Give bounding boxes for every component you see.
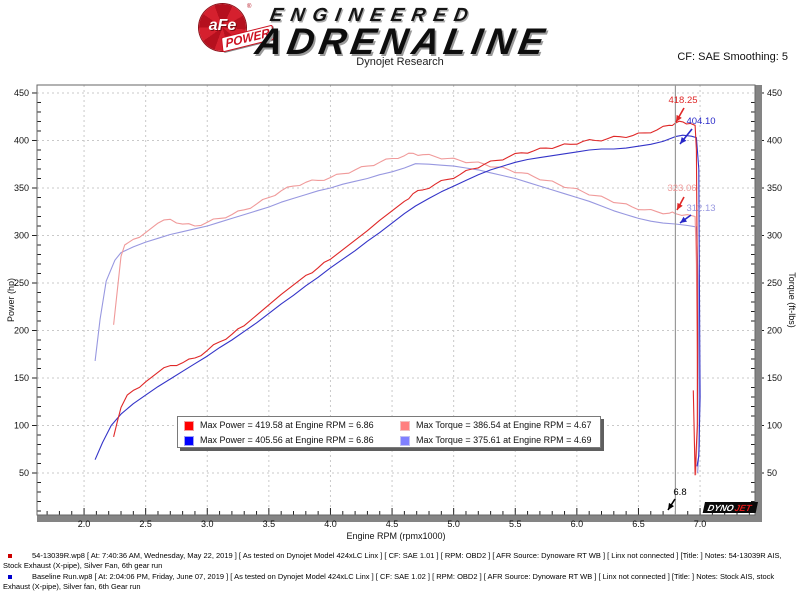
- svg-text:450: 450: [14, 88, 29, 98]
- legend-label: Max Torque = 386.54 at Engine RPM = 4.67: [416, 420, 592, 430]
- svg-text:350: 350: [767, 183, 782, 193]
- run-bullet-blue: [8, 575, 12, 579]
- callout-max-power-blue: 404.10: [679, 116, 716, 145]
- power-54-13039r-curve: [113, 120, 699, 476]
- svg-text:6.5: 6.5: [632, 519, 645, 529]
- run-description-line: Baseline Run.wp8 [ At: 2:04:06 PM, Frida…: [32, 572, 775, 581]
- legend-item-max-power-red: Max Power = 419.58 at Engine RPM = 6.86: [184, 418, 400, 433]
- chart-title: Dynojet Research: [356, 56, 444, 68]
- svg-text:4.5: 4.5: [386, 519, 399, 529]
- svg-text:350: 350: [14, 183, 29, 193]
- svg-text:150: 150: [14, 373, 29, 383]
- svg-text:7.0: 7.0: [694, 519, 707, 529]
- legend-swatch-blue: [184, 435, 194, 446]
- svg-text:400: 400: [14, 135, 29, 145]
- svg-text:400: 400: [767, 135, 782, 145]
- svg-text:200: 200: [767, 325, 782, 335]
- torque-baseline-curve: [94, 163, 700, 474]
- run-description-line: Stock Exhaust (X-pipe), Silver Fan, 6th …: [3, 561, 163, 570]
- run-bullet-red: [8, 554, 12, 558]
- run-entry-54-13039r: 54-13039R.wp8 [ At: 7:40:36 AM, Wednesda…: [0, 551, 798, 571]
- legend-item-max-torque-red: Max Torque = 386.54 at Engine RPM = 4.67: [400, 418, 600, 433]
- callout-cursor-rpm: 6.8: [667, 487, 687, 511]
- callout-max-power-red: 418.25: [668, 95, 698, 123]
- brand-header: aFe ® POWER ENGINEERED ADRENALINE: [0, 0, 800, 62]
- legend-swatch-pink: [400, 420, 410, 431]
- svg-text:250: 250: [767, 278, 782, 288]
- svg-text:5.5: 5.5: [509, 519, 522, 529]
- legend-item-max-torque-blue: Max Torque = 375.61 at Engine RPM = 4.69: [400, 433, 600, 448]
- legend-swatch-lightblue: [400, 435, 410, 446]
- legend-item-max-power-blue: Max Power = 405.56 at Engine RPM = 6.86: [184, 433, 400, 448]
- run-description-line: 54-13039R.wp8 [ At: 7:40:36 AM, Wednesda…: [32, 551, 782, 560]
- svg-text:418.25: 418.25: [668, 95, 697, 106]
- svg-text:3.0: 3.0: [201, 519, 214, 529]
- registered-mark-icon: ®: [247, 4, 252, 10]
- torque-54-13039r-curve: [113, 152, 699, 475]
- callout-max-torque-red: 323.06: [667, 183, 697, 211]
- legend-label: Max Torque = 375.61 at Engine RPM = 4.69: [416, 435, 592, 445]
- svg-text:6.0: 6.0: [571, 519, 584, 529]
- svg-text:DYNO: DYNO: [707, 503, 735, 513]
- svg-text:100: 100: [14, 421, 29, 431]
- legend-label: Max Power = 405.56 at Engine RPM = 6.86: [200, 435, 374, 445]
- svg-text:4.0: 4.0: [324, 519, 337, 529]
- svg-text:250: 250: [14, 278, 29, 288]
- run-descriptions: 54-13039R.wp8 [ At: 7:40:36 AM, Wednesda…: [0, 551, 798, 593]
- svg-text:3.5: 3.5: [263, 519, 276, 529]
- legend-label: Max Power = 419.58 at Engine RPM = 6.86: [200, 420, 374, 430]
- smoothing-setting-label: CF: SAE Smoothing: 5: [677, 51, 788, 63]
- svg-text:450: 450: [767, 88, 782, 98]
- run-description-line: Exhaust (X-pipe), Silver fan, 6th Gear r…: [3, 582, 141, 591]
- svg-text:404.10: 404.10: [686, 116, 715, 127]
- run-entry-baseline: Baseline Run.wp8 [ At: 2:04:06 PM, Frida…: [0, 572, 798, 592]
- svg-text:Torque (ft-lbs): Torque (ft-lbs): [787, 272, 797, 328]
- svg-text:300: 300: [14, 230, 29, 240]
- svg-text:50: 50: [767, 468, 777, 478]
- svg-text:5.0: 5.0: [447, 519, 460, 529]
- legend-swatch-red: [184, 420, 194, 431]
- svg-text:Power (hp): Power (hp): [6, 278, 16, 322]
- afe-logo-text: aFe: [208, 17, 237, 34]
- svg-text:Engine RPM (rpmx1000): Engine RPM (rpmx1000): [346, 531, 445, 541]
- svg-text:300: 300: [767, 230, 782, 240]
- svg-text:JET: JET: [734, 503, 754, 513]
- chart-legend: Max Power = 419.58 at Engine RPM = 6.86 …: [177, 416, 601, 448]
- svg-text:150: 150: [767, 373, 782, 383]
- callout-max-torque-blue: 312.13: [679, 203, 716, 224]
- power-baseline-curve: [94, 134, 701, 467]
- svg-text:323.06: 323.06: [667, 183, 696, 194]
- svg-text:312.13: 312.13: [686, 203, 715, 214]
- svg-text:100: 100: [767, 421, 782, 431]
- svg-text:2.0: 2.0: [78, 519, 91, 529]
- svg-text:6.8: 6.8: [673, 487, 686, 498]
- svg-text:200: 200: [14, 325, 29, 335]
- svg-text:2.5: 2.5: [139, 519, 152, 529]
- svg-text:50: 50: [19, 468, 29, 478]
